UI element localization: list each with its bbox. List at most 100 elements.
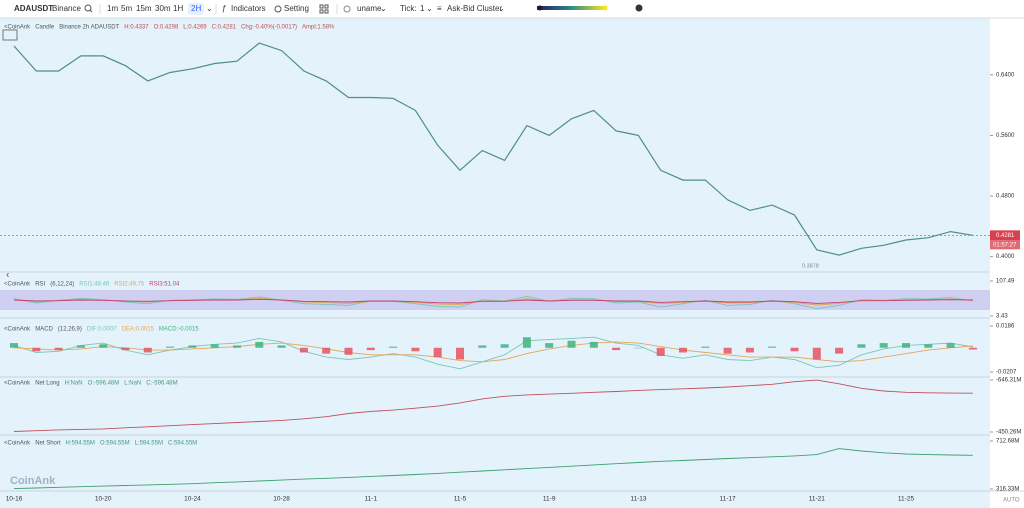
tick-label: Tick: [400, 4, 417, 13]
x-tick-label: 11-25 [898, 496, 915, 503]
toggle-button[interactable] [635, 4, 643, 12]
macd-bar [745, 347, 754, 353]
y-tick-label: 0.6400 [996, 72, 1015, 78]
legend-item: Net Short [35, 441, 61, 447]
legend-item: RSI2:49.75 [114, 282, 145, 288]
setting-button[interactable]: Setting [284, 4, 309, 13]
y-tick-label: 316.33M [996, 487, 1019, 493]
legend-item: <CoinAnk [4, 381, 31, 387]
interval[interactable]: 5m [121, 4, 132, 13]
gradient-handle[interactable] [602, 5, 608, 11]
y-tick-label: 712.68M [996, 439, 1019, 445]
gradient-handle[interactable] [537, 5, 543, 11]
layout-icon [324, 4, 329, 9]
macd-bar [233, 345, 241, 348]
last-price-label: 0.4281 [996, 233, 1015, 239]
heatmap-gradient[interactable] [537, 6, 605, 10]
interval[interactable]: 2H [191, 4, 201, 13]
countdown-tag [990, 240, 1020, 250]
macd-bar [32, 347, 41, 352]
macd-bar [545, 343, 554, 348]
x-tick-label: 11-17 [720, 496, 737, 503]
price-line [13, 42, 973, 256]
legend-item: (12,26,9) [58, 327, 82, 333]
y-tick-label: -450.26M [996, 430, 1021, 436]
indicators-button[interactable]: Indicators [231, 4, 266, 13]
macd-bar [76, 345, 85, 348]
search-icon-handle [89, 9, 93, 13]
y-tick-label: 0.5600 [996, 133, 1015, 139]
macd-bar [701, 346, 710, 348]
low-marker: 0.3878 [802, 263, 819, 269]
legend-item: C:594.55M [168, 441, 197, 447]
tick-dropdown[interactable]: ⌄ [426, 4, 433, 13]
collapse-arrow[interactable]: ‹ [6, 270, 9, 281]
macd-bar [835, 347, 844, 354]
interval-dropdown[interactable]: ⌄ [206, 4, 213, 13]
macd-bar [679, 347, 687, 353]
macd-bar [500, 344, 509, 348]
collapse-button[interactable] [2, 29, 18, 41]
macd-bar [812, 347, 821, 360]
legend-item: RSI [35, 282, 45, 288]
macd-bar [968, 347, 977, 350]
macd-bar [99, 344, 108, 348]
y-tick-label: 0.0186 [996, 324, 1015, 330]
macd-bar [411, 347, 420, 352]
y-tick-label: 0.4800 [996, 194, 1015, 200]
y-tick-label: -646.31M [996, 378, 1021, 384]
x-tick-label: 11-1 [365, 496, 378, 503]
legend-item: O:-596.48M [88, 381, 120, 387]
legend-item: (6,12,24) [50, 282, 74, 288]
active-interval [188, 3, 204, 15]
symbol[interactable]: ADAUSDT [14, 4, 53, 13]
user-dropdown[interactable]: ⌄ [380, 4, 387, 13]
layout-icon[interactable] [319, 4, 324, 9]
setting-icon [274, 5, 282, 13]
legend-item: MACD [35, 327, 53, 333]
x-tick-label: 11-5 [454, 496, 467, 503]
x-tick-label: 11-9 [543, 496, 556, 503]
legend-item: C:0.4281 [212, 25, 237, 31]
macd-bar [656, 347, 665, 356]
interval[interactable]: 1m [107, 4, 118, 13]
interval[interactable]: 1H [173, 4, 183, 13]
exchange[interactable]: Binance [52, 4, 81, 13]
x-tick-label: 10-28 [273, 496, 290, 503]
x-tick-label: 11-13 [630, 496, 647, 503]
layout-icon [319, 9, 324, 14]
price-axis-background [990, 18, 1024, 508]
y-tick-label: 3.43 [996, 314, 1008, 320]
cluster-dropdown[interactable]: ⌄ [498, 4, 505, 13]
auto-scale-button[interactable]: AUTO [1003, 498, 1020, 504]
user-icon [343, 5, 351, 13]
macd-bar [54, 347, 63, 351]
macd-bar [924, 344, 933, 348]
y-tick-label: -0.0207 [996, 370, 1017, 376]
macd-bar [857, 344, 866, 348]
macd-bar [188, 345, 197, 348]
legend-item: RSI3:51.04 [149, 282, 180, 288]
legend-item: O:594.55M [100, 441, 130, 447]
interval[interactable]: 30m [155, 4, 171, 13]
legend-item: H:594.55M [66, 441, 95, 447]
macd-bar [902, 343, 910, 348]
legend-item: L:594.55M [135, 441, 163, 447]
search-icon[interactable] [84, 4, 92, 12]
tick-value[interactable]: 1 [420, 4, 425, 13]
x-tick-label: 10-20 [95, 496, 112, 503]
legend-item: C:-596.48M [146, 381, 177, 387]
legend-item: H:NaN [65, 381, 83, 387]
interval[interactable]: 15m [136, 4, 152, 13]
series-line [13, 379, 973, 432]
user-name[interactable]: uname [357, 4, 382, 13]
legend-item: L:0.4269 [183, 25, 207, 31]
y-tick-label: 0.4000 [996, 254, 1015, 260]
cluster-mode[interactable]: Ask-Bid Cluster [447, 4, 502, 13]
indicators-icon: ƒ [222, 4, 226, 13]
legend-item: Candle [35, 25, 55, 31]
y-tick-label: 107.49 [996, 279, 1015, 285]
macd-bar [790, 347, 799, 352]
